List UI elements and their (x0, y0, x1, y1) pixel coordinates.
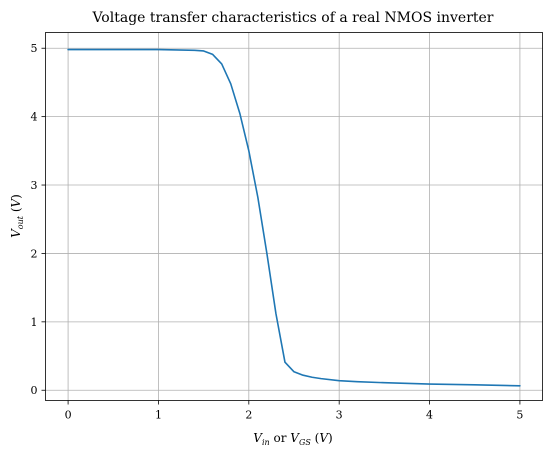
y-tick-label: 2 (31, 247, 38, 260)
x-axis-label: Vin or VGS (V) (253, 431, 332, 447)
x-tick-label: 4 (426, 409, 433, 422)
x-tick-label: 0 (65, 409, 72, 422)
y-tick-label: 4 (31, 111, 38, 124)
x-axis-ticks: 0 1 2 3 4 5 (65, 400, 523, 422)
y-axis-label: Vout (V) (9, 194, 25, 238)
y-tick-label: 3 (31, 179, 38, 192)
y-tick-label: 1 (31, 316, 38, 329)
y-axis-ticks: 0 1 2 3 4 5 (31, 42, 46, 397)
plot-frame (45, 32, 543, 401)
x-tick-label: 2 (245, 409, 252, 422)
chart-title: Voltage transfer characteristics of a re… (91, 10, 493, 26)
x-tick-label: 5 (516, 409, 523, 422)
x-tick-label: 1 (155, 409, 162, 422)
y-tick-label: 5 (31, 42, 38, 55)
series-line (67, 48, 521, 387)
grid (45, 32, 543, 401)
plot-series (67, 48, 521, 387)
x-tick-label: 3 (336, 409, 343, 422)
y-tick-label: 0 (31, 384, 38, 397)
